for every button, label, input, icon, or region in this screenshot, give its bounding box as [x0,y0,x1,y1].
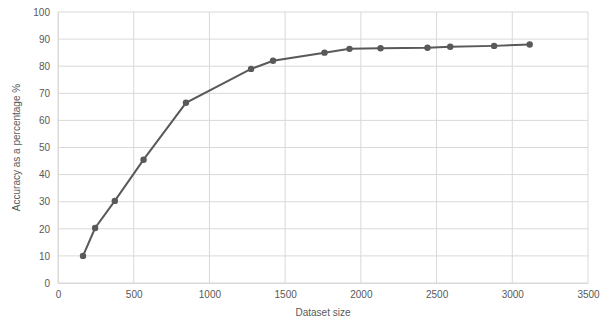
x-tick-label: 500 [126,289,143,300]
marker [377,45,383,51]
marker [321,49,327,55]
y-tick-label: 100 [33,7,50,18]
y-tick-label: 90 [39,34,51,45]
y-tick: 10 [39,251,58,262]
x-tick: 500 [126,283,143,300]
x-tick: 1500 [275,283,298,300]
y-tick: 60 [39,115,58,126]
y-tick: 30 [39,196,58,207]
x-axis-line [59,283,589,284]
x-tick: 3000 [502,283,525,300]
grid-line-y [58,255,588,256]
grid-line-y [58,12,588,13]
y-axis-line [58,13,59,284]
marker [346,46,352,52]
y-tick-label: 50 [39,142,51,153]
y-tick-label: 40 [39,169,51,180]
y-tick-label: 0 [44,278,50,289]
grid-line-y [58,174,588,175]
grid-line-y [58,120,588,121]
marker [92,225,98,231]
grid-line-y [58,66,588,67]
x-tick-label: 2500 [426,289,449,300]
marker [491,43,497,49]
x-tick-label: 3000 [502,289,525,300]
y-tick: 70 [39,88,58,99]
y-axis-title: Accuracy as a percentage % [11,84,22,211]
x-tick-label: 1000 [199,289,222,300]
x-tick-label: 3500 [577,289,600,300]
grid-line-x [58,12,59,283]
x-tick-label: 1500 [275,289,298,300]
marker [270,58,276,64]
grid-line-y [58,39,588,40]
grid-line-y [58,93,588,94]
x-tick-label: 0 [56,289,62,300]
plot: 0 500 1000 1500 2000 2500 3000 3500 0 10 20 30 40 50 6… [33,7,600,300]
marker [527,41,533,47]
marker [183,100,189,106]
line [83,45,530,256]
marker [140,156,146,162]
marker [424,45,430,51]
x-tick: 1000 [199,283,222,300]
grid [58,12,588,283]
x-tick-label: 2000 [350,289,373,300]
y-tick: 90 [39,34,58,45]
y-tick-label: 70 [39,88,51,99]
y-tick: 50 [39,142,58,153]
marker [447,43,453,49]
y-tick: 80 [39,61,58,72]
x-tick: 2500 [426,283,449,300]
x-axis-title: Dataset size [295,307,350,318]
y-tick-label: 30 [39,196,51,207]
grid-line-y [58,228,588,229]
x-tick: 0 [56,283,62,300]
series [80,41,533,259]
y-tick-label: 10 [39,251,51,262]
marker [80,253,86,259]
grid-line-y [58,201,588,202]
y-tick: 100 [33,7,58,18]
y-tick: 40 [39,169,58,180]
y-tick-label: 80 [39,61,51,72]
chart: 0 500 1000 1500 2000 2500 3000 3500 0 10 20 30 40 50 6… [0,0,602,336]
grid-line-y [58,283,588,284]
grid-line-y [58,147,588,148]
marker [112,198,118,204]
x-tick: 2000 [350,283,373,300]
y-tick: 20 [39,224,58,235]
x-axis: 0 500 1000 1500 2000 2500 3000 3500 [56,283,600,300]
marker [248,66,254,72]
x-tick: 3500 [577,283,600,300]
y-axis: 0 10 20 30 40 50 60 70 80 90 100 [33,7,58,289]
y-tick-label: 60 [39,115,51,126]
y-tick-label: 20 [39,224,51,235]
y-tick: 0 [44,278,58,289]
